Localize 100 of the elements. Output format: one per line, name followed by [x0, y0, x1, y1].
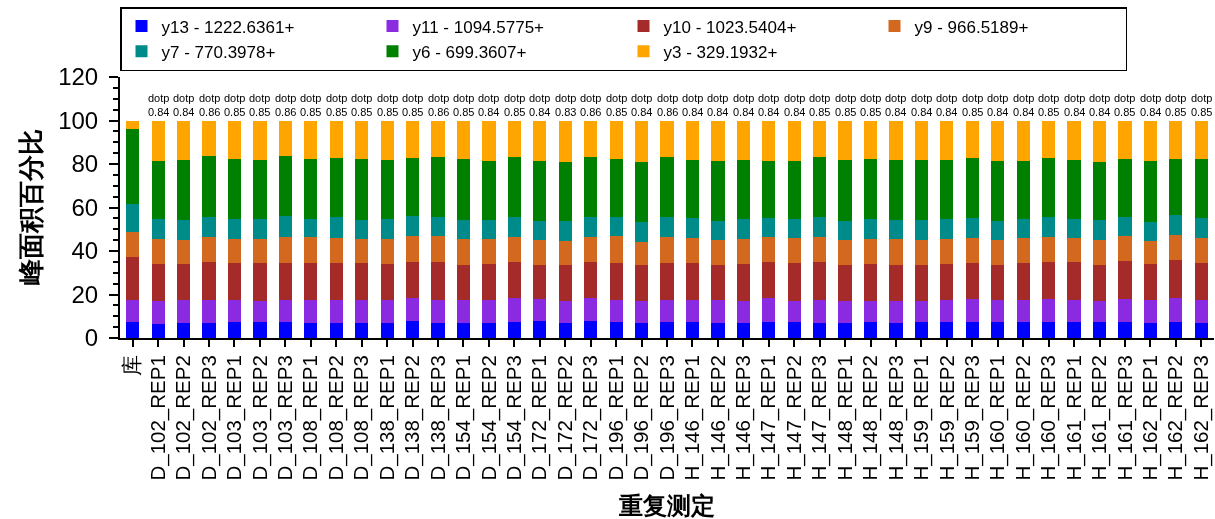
x-axis-title: 重复测定	[618, 492, 715, 519]
bar	[355, 299, 369, 323]
bar	[1118, 235, 1132, 262]
bar	[329, 120, 343, 158]
bar	[1067, 321, 1081, 338]
bar	[1194, 322, 1208, 338]
legend-label: y9 - 966.5189+	[914, 17, 1029, 37]
bar	[660, 237, 674, 263]
bar	[660, 156, 674, 218]
bar	[1042, 158, 1056, 218]
bar	[151, 323, 165, 338]
bar	[405, 120, 420, 159]
bar	[584, 217, 598, 237]
x-tick-label: D_108_REP1	[298, 355, 323, 481]
bar	[304, 120, 318, 159]
bar	[584, 236, 598, 262]
bar	[991, 120, 1005, 162]
bar	[533, 299, 547, 322]
annotation: dotp 0.86	[428, 92, 450, 119]
bar	[558, 220, 572, 241]
annotation: dotp 0.85	[300, 92, 322, 119]
x-tick-label: D_172_REP3	[578, 355, 603, 481]
x-tick-label: H_160_REP3	[1036, 355, 1061, 481]
y-tick-label: 20	[71, 280, 99, 308]
x-tick-label: H_148_REP3	[883, 355, 908, 481]
bar	[558, 162, 572, 221]
bar	[456, 159, 471, 220]
bar	[151, 301, 165, 324]
bar	[151, 264, 165, 302]
annotation: dotp 0.84	[758, 92, 780, 119]
bar	[1042, 321, 1056, 338]
legend-label: y11 - 1094.5775+	[412, 17, 545, 37]
bar	[863, 120, 878, 159]
bar	[1042, 299, 1056, 322]
bar	[227, 321, 242, 338]
bar	[609, 120, 623, 159]
bar	[533, 220, 547, 241]
bar	[253, 120, 267, 160]
annotation: dotp 0.85	[860, 92, 882, 119]
bar	[940, 159, 954, 220]
bar	[405, 216, 420, 237]
bar	[431, 120, 445, 157]
bar	[787, 219, 801, 239]
annotation: dotp 0.85	[809, 92, 831, 119]
bar	[380, 218, 394, 239]
bar	[380, 263, 394, 300]
bar	[202, 237, 216, 263]
bar	[1194, 262, 1208, 301]
y-tick-label: 120	[58, 63, 99, 91]
annotation: dotp 0.85	[1114, 92, 1136, 119]
bar	[126, 321, 140, 338]
bar	[1092, 265, 1107, 301]
bar	[1143, 120, 1158, 161]
bar	[584, 321, 598, 338]
annotation: dotp 0.84	[936, 92, 958, 119]
x-tick-label: 库	[120, 355, 144, 377]
bar	[787, 321, 801, 338]
bar	[940, 264, 954, 301]
bar	[380, 159, 394, 219]
bar	[329, 299, 343, 323]
x-tick-label: H_162_REP1	[1138, 355, 1163, 481]
annotation: dotp 0.83	[555, 92, 577, 119]
bar	[507, 236, 521, 262]
bar	[355, 220, 369, 239]
bar	[227, 239, 242, 264]
bar	[584, 261, 598, 299]
x-tick-label: D_172_REP1	[527, 355, 552, 481]
annotation: dotp 0.86	[199, 92, 221, 119]
x-tick-label: H_146_REP3	[730, 355, 755, 481]
bar	[176, 220, 191, 241]
bar	[431, 299, 445, 323]
bar	[914, 239, 929, 265]
bar	[965, 321, 979, 338]
bar	[991, 264, 1005, 301]
bar	[278, 299, 292, 322]
bar	[431, 156, 445, 218]
bar	[533, 264, 547, 300]
bar	[1143, 264, 1158, 301]
bar	[762, 218, 776, 238]
bar	[329, 217, 343, 238]
x-tick-label: D_154_REP3	[502, 355, 527, 481]
bar	[685, 262, 700, 300]
bar	[1143, 222, 1158, 241]
bar	[1016, 120, 1030, 161]
bar	[176, 263, 191, 300]
legend-label: y3 - 329.1932+	[663, 42, 778, 62]
annotation: dotp 0.84	[987, 92, 1009, 119]
bar	[813, 217, 827, 238]
bar	[762, 120, 776, 162]
bar	[1042, 236, 1056, 262]
annotation: dotp 0.84	[707, 92, 729, 119]
annotation: dotp 0.84	[1140, 92, 1162, 119]
bar	[660, 299, 674, 322]
bar	[1143, 240, 1158, 265]
bar	[253, 321, 267, 338]
bar	[405, 236, 420, 262]
bar	[456, 239, 471, 265]
bar	[1016, 237, 1030, 264]
bar	[863, 263, 878, 301]
bar	[660, 321, 674, 338]
